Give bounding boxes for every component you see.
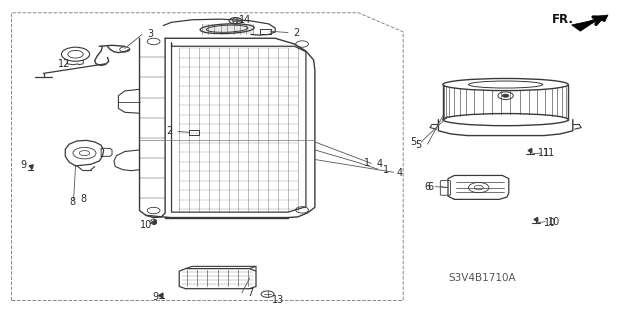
Text: 12: 12: [58, 59, 70, 69]
Text: 9: 9: [152, 292, 159, 302]
Text: 7: 7: [247, 288, 253, 298]
Polygon shape: [592, 15, 608, 22]
Text: 4: 4: [376, 159, 383, 169]
Text: 5: 5: [410, 137, 416, 147]
Text: 6: 6: [424, 182, 430, 192]
Text: 4: 4: [397, 168, 403, 178]
Text: 8: 8: [69, 197, 76, 207]
Text: 14: 14: [239, 15, 251, 25]
Text: 8: 8: [80, 194, 86, 204]
Text: 6: 6: [428, 182, 434, 192]
Text: S3V4B1710A: S3V4B1710A: [448, 272, 516, 283]
Text: 11: 11: [538, 148, 550, 158]
Circle shape: [502, 94, 509, 97]
Polygon shape: [572, 19, 598, 31]
Text: 13: 13: [272, 295, 284, 306]
Text: 11: 11: [543, 148, 555, 158]
Text: 2: 2: [293, 27, 300, 38]
Text: 10: 10: [548, 217, 560, 227]
Text: 1: 1: [383, 165, 389, 175]
Text: 9: 9: [20, 160, 27, 170]
Text: 3: 3: [147, 29, 154, 40]
Text: 1: 1: [364, 158, 370, 168]
Text: FR.: FR.: [552, 13, 573, 26]
Text: 10: 10: [140, 220, 152, 230]
Text: 2: 2: [166, 126, 173, 137]
Text: 5: 5: [415, 140, 421, 150]
Text: 10: 10: [544, 218, 556, 228]
